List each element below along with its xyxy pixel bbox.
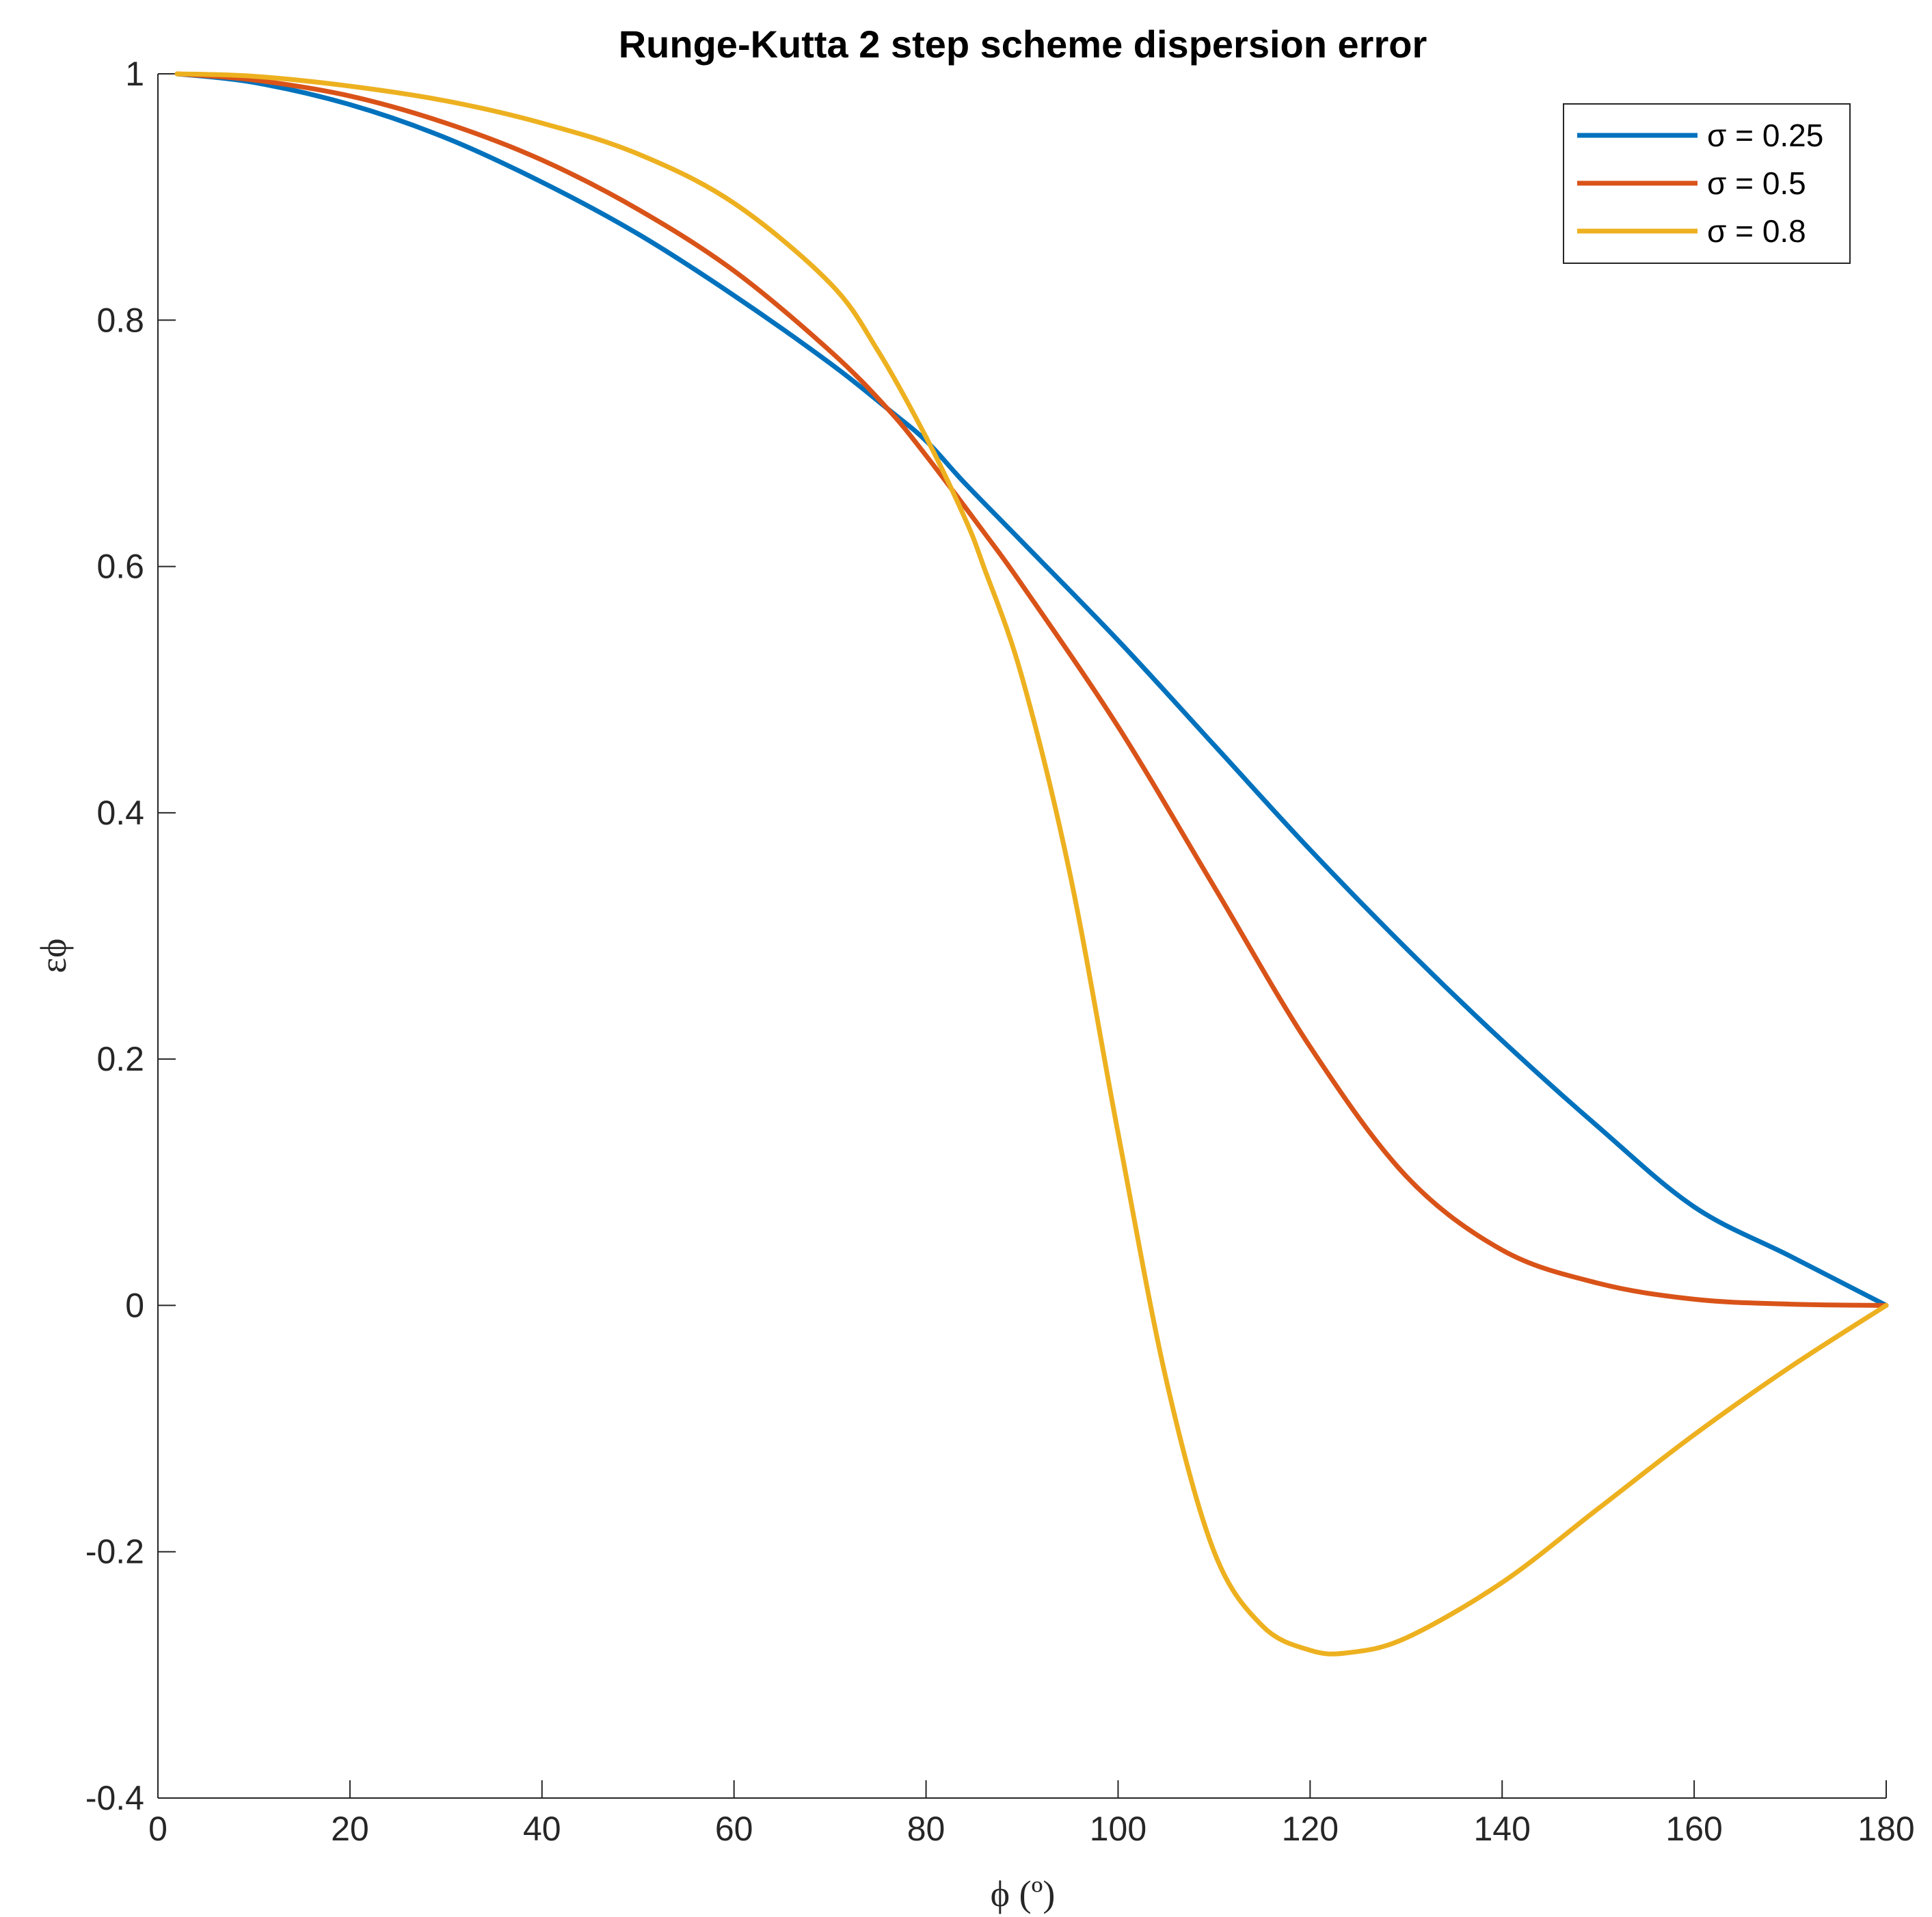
series-group xyxy=(174,71,1889,1657)
x-tick-label: 0 xyxy=(148,1810,167,1848)
y-axis-ticks: -0.4 -0.2 0 0.2 0.4 0.6 0.8 1 xyxy=(85,55,176,1817)
y-axis-label-group: εϕ xyxy=(33,938,74,973)
x-axis-ticks: 0 20 40 60 80 100 120 140 160 180 xyxy=(148,1780,1915,1848)
x-tick-label: 180 xyxy=(1857,1810,1914,1848)
x-tick-label: 120 xyxy=(1282,1810,1339,1848)
series-line-3 xyxy=(174,71,1889,1657)
x-axis-label: ϕ (º) xyxy=(991,1873,1056,1914)
x-tick-label: 100 xyxy=(1090,1810,1146,1848)
x-tick-label: 140 xyxy=(1474,1810,1531,1848)
plot-area xyxy=(157,74,1886,1799)
y-tick-label: 1 xyxy=(125,55,144,93)
series-line-1 xyxy=(174,71,1889,1308)
legend: σ = 0.25 σ = 0.5 σ = 0.8 xyxy=(1563,103,1851,264)
y-tick-label: 0.6 xyxy=(96,548,144,586)
x-tick-label: 40 xyxy=(523,1810,561,1848)
legend-label-1: σ = 0.25 xyxy=(1707,118,1823,153)
legend-label-3: σ = 0.8 xyxy=(1707,213,1806,249)
legend-label-2: σ = 0.5 xyxy=(1707,165,1806,201)
y-tick-label: 0.8 xyxy=(96,301,144,339)
y-tick-label: -0.4 xyxy=(85,1779,144,1817)
y-tick-label: 0.2 xyxy=(96,1040,144,1078)
y-tick-label: -0.2 xyxy=(85,1533,144,1571)
x-tick-label: 20 xyxy=(331,1810,369,1848)
x-tick-label: 60 xyxy=(715,1810,753,1848)
y-tick-label: 0.4 xyxy=(96,794,144,832)
x-tick-label: 160 xyxy=(1665,1810,1722,1848)
x-tick-label: 80 xyxy=(907,1810,945,1848)
y-tick-label: 0 xyxy=(125,1286,144,1324)
series-line-2 xyxy=(174,71,1889,1308)
y-axis-label: εϕ xyxy=(33,938,74,973)
chart-title: Runge-Kutta 2 step scheme dispersion err… xyxy=(619,23,1427,66)
